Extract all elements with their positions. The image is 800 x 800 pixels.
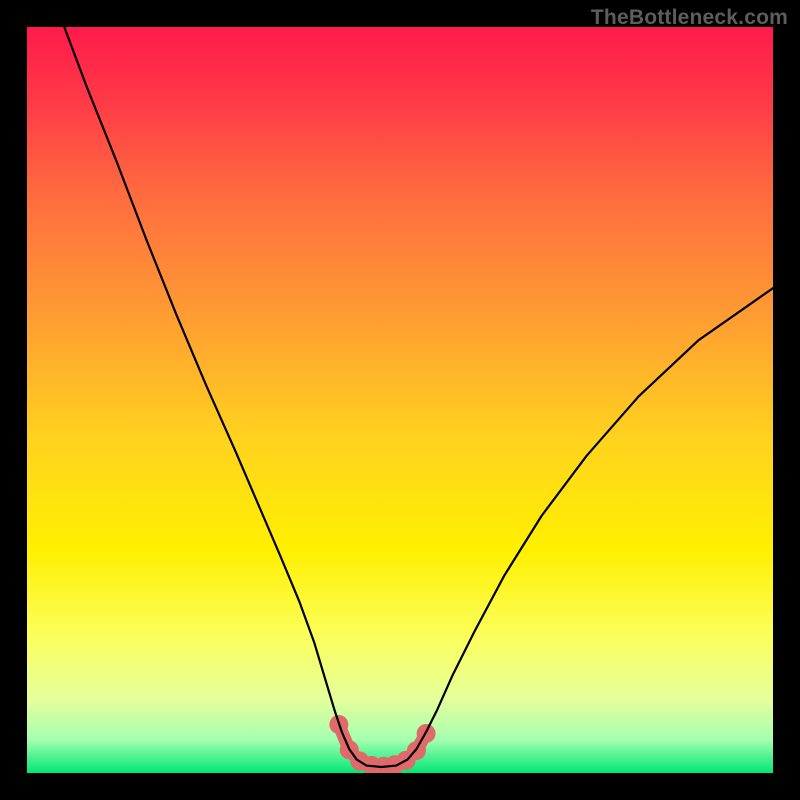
chart-stage: TheBottleneck.com — [0, 0, 800, 800]
plot-gradient-background — [27, 27, 773, 773]
watermark-text: TheBottleneck.com — [591, 6, 788, 30]
bottleneck-chart — [0, 0, 800, 800]
